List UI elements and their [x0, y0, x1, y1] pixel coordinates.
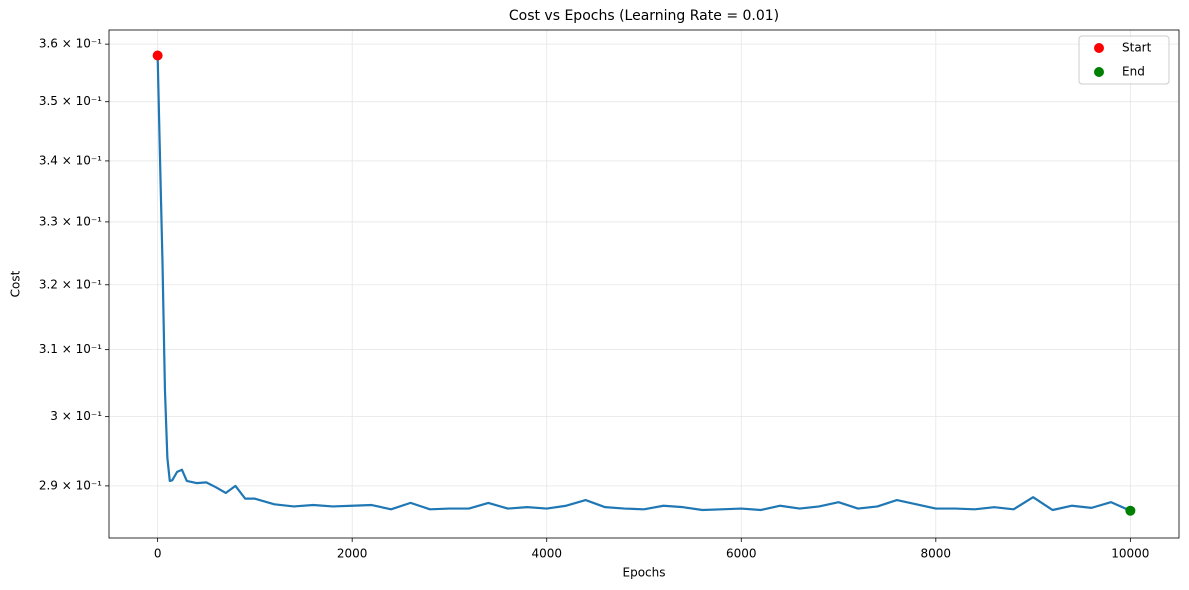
x-tick-label: 8000 — [921, 547, 952, 561]
y-tick-label: 3.1 × 10⁻¹ — [39, 342, 102, 356]
point-marker — [152, 50, 163, 61]
x-tick-label: 0 — [154, 547, 162, 561]
point-marker — [1125, 505, 1136, 516]
legend-marker — [1094, 43, 1104, 53]
y-axis-label: Cost — [9, 270, 23, 297]
y-tick-label: 3.3 × 10⁻¹ — [39, 214, 102, 228]
legend-marker — [1094, 67, 1104, 77]
line — [156, 55, 1131, 512]
y-tick-label: 3.6 × 10⁻¹ — [39, 37, 102, 51]
legend-label: Start — [1122, 41, 1152, 55]
y-tick-label: 3.4 × 10⁻¹ — [39, 153, 102, 167]
chart-title: Cost vs Epochs (Learning Rate = 0.01) — [509, 8, 779, 24]
x-tick-label: 6000 — [726, 547, 757, 561]
x-tick-label: 10000 — [1111, 547, 1149, 561]
y-tick-label: 3 × 10⁻¹ — [50, 409, 102, 423]
x-axis-label: Epochs — [623, 566, 666, 580]
x-tick-label: 4000 — [531, 547, 562, 561]
x-tick-label: 2000 — [337, 547, 368, 561]
legend-label: End — [1122, 65, 1145, 79]
y-tick-label: 3.2 × 10⁻¹ — [39, 277, 102, 291]
plot-frame — [108, 29, 1180, 539]
y-tick-label: 2.9 × 10⁻¹ — [39, 478, 102, 492]
y-tick-label: 3.5 × 10⁻¹ — [39, 94, 102, 108]
